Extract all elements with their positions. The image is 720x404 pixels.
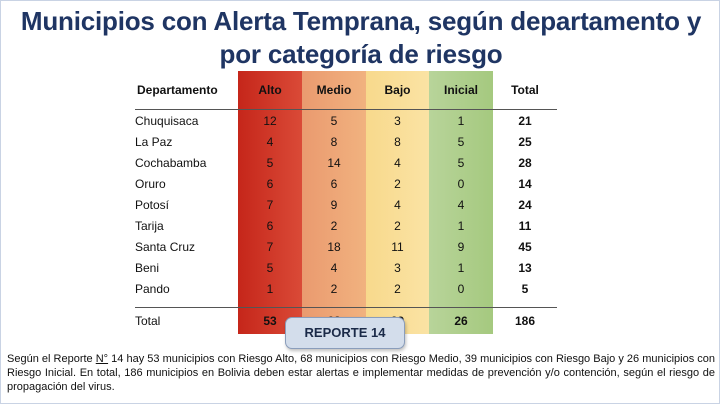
header-bajo: Bajo	[366, 71, 429, 110]
cell-inicial: 0	[429, 173, 493, 194]
description-lead: Según el Reporte	[7, 353, 96, 365]
cell-total: 186	[493, 307, 557, 334]
cell-total: 45	[518, 239, 532, 254]
table-row: Santa Cruz 7 18 11 9 45	[135, 236, 557, 257]
cell-alto: 5	[238, 152, 302, 173]
description-rest: 14 hay 53 municipios con Riesgo Alto, 68…	[7, 353, 715, 393]
cell-total: 13	[518, 260, 532, 275]
cell-medio: 14	[302, 152, 366, 173]
cell-departamento: Potosí	[135, 197, 170, 212]
cell-alto: 6	[238, 215, 302, 236]
report-description: Según el Reporte N° 14 hay 53 municipios…	[7, 352, 715, 394]
table-row: Tarija 6 2 2 1 11	[135, 215, 557, 236]
table-row: Chuquisaca 12 5 3 1 21	[135, 109, 557, 131]
cell-bajo: 2	[366, 215, 429, 236]
cell-medio: 5	[302, 109, 366, 131]
spacer-cell	[429, 299, 493, 308]
cell-inicial: 4	[429, 194, 493, 215]
cell-alto: 7	[238, 236, 302, 257]
cell-total: 28	[518, 155, 532, 170]
spacer-cell	[302, 299, 366, 308]
slide-title: Municipios con Alerta Temprana, según de…	[20, 6, 702, 69]
cell-total: 11	[518, 218, 532, 233]
cell-bajo: 11	[366, 236, 429, 257]
table-row: La Paz 4 8 8 5 25	[135, 131, 557, 152]
cell-inicial: 1	[429, 257, 493, 278]
cell-bajo: 3	[366, 257, 429, 278]
description-no: N°	[95, 353, 109, 365]
table-row: Beni 5 4 3 1 13	[135, 257, 557, 278]
cell-inicial: 1	[429, 215, 493, 236]
spacer-cell	[366, 299, 429, 308]
cell-inicial: 1	[429, 109, 493, 131]
cell-total: 5	[521, 281, 529, 296]
cell-alto: 7	[238, 194, 302, 215]
cell-alto: 1	[238, 278, 302, 299]
cell-alto: 6	[238, 173, 302, 194]
spacer-cell	[493, 299, 557, 308]
header-medio: Medio	[302, 71, 366, 110]
cell-departamento: Oruro	[135, 176, 166, 191]
cell-medio: 18	[302, 236, 366, 257]
cell-departamento: Beni	[135, 260, 160, 275]
table-row: Cochabamba 5 14 4 5 28	[135, 152, 557, 173]
cell-total: 21	[518, 113, 532, 128]
report-badge: REPORTE 14	[285, 317, 405, 349]
header-inicial: Inicial	[429, 71, 493, 110]
table-row: Potosí 7 9 4 4 24	[135, 194, 557, 215]
cell-bajo: 2	[366, 278, 429, 299]
cell-departamento: Chuquisaca	[135, 113, 199, 128]
cell-alto: 12	[238, 109, 302, 131]
cell-departamento: Cochabamba	[135, 155, 207, 170]
cell-bajo: 2	[366, 173, 429, 194]
header-total: Total	[493, 71, 557, 110]
cell-departamento: Pando	[135, 281, 170, 296]
risk-table: Departamento Alto Medio Bajo Inicial Tot…	[135, 71, 557, 334]
cell-bajo: 4	[366, 194, 429, 215]
cell-alto: 4	[238, 131, 302, 152]
cell-medio: 4	[302, 257, 366, 278]
cell-medio: 2	[302, 278, 366, 299]
cell-total: 14	[518, 176, 532, 191]
cell-total: 25	[518, 134, 532, 149]
cell-departamento: Total	[135, 307, 238, 334]
cell-inicial: 5	[429, 152, 493, 173]
cell-medio: 6	[302, 173, 366, 194]
cell-bajo: 3	[366, 109, 429, 131]
cell-inicial: 0	[429, 278, 493, 299]
spacer-cell	[135, 299, 238, 308]
cell-total: 24	[518, 197, 532, 212]
spacer-cell	[238, 299, 302, 308]
cell-departamento: La Paz	[135, 134, 173, 149]
cell-inicial: 5	[429, 131, 493, 152]
cell-departamento: Tarija	[135, 218, 164, 233]
cell-medio: 9	[302, 194, 366, 215]
header-departamento: Departamento	[135, 71, 238, 110]
cell-inicial: 26	[429, 307, 493, 334]
cell-inicial: 9	[429, 236, 493, 257]
spacer-row	[135, 299, 557, 308]
cell-bajo: 8	[366, 131, 429, 152]
cell-medio: 8	[302, 131, 366, 152]
cell-alto: 5	[238, 257, 302, 278]
table-row: Pando 1 2 2 0 5	[135, 278, 557, 299]
header-alto: Alto	[238, 71, 302, 110]
cell-bajo: 4	[366, 152, 429, 173]
table-row: Oruro 6 6 2 0 14	[135, 173, 557, 194]
table-header-row: Departamento Alto Medio Bajo Inicial Tot…	[135, 71, 557, 110]
cell-medio: 2	[302, 215, 366, 236]
cell-departamento: Santa Cruz	[135, 239, 196, 254]
